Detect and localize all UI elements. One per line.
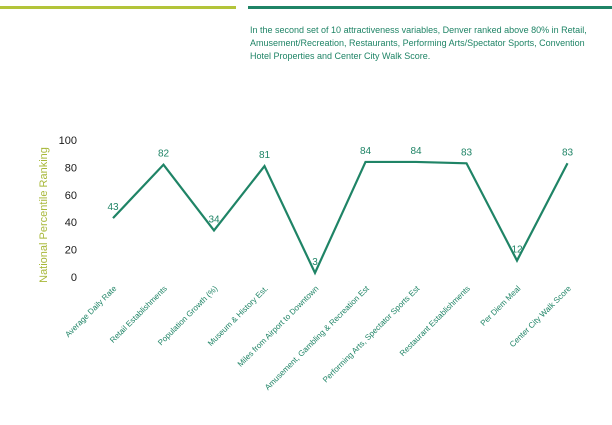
y-tick-label: 40: [65, 217, 77, 229]
data-label: 12: [511, 245, 523, 256]
x-tick-label: Average Daily Rate: [63, 284, 118, 339]
y-tick-labels: 0 20 40 60 80 100: [59, 135, 77, 284]
y-tick-label: 100: [59, 135, 77, 147]
y-tick-label: 0: [71, 272, 77, 284]
x-tick-label: Miles from Airport to Downtown: [236, 284, 321, 369]
data-label: 3: [312, 257, 318, 268]
x-tick-label: Performing Arts, Spectator Sports Est: [321, 284, 422, 385]
header-rule-right: [248, 6, 612, 9]
data-label: 82: [158, 149, 170, 160]
header-rule-left: [0, 6, 236, 9]
y-tick-label: 60: [65, 190, 77, 202]
data-label: 83: [461, 147, 473, 158]
data-labels: 43 82 34 81 3 84 84 83 12 83: [107, 146, 573, 268]
y-tick-label: 20: [65, 245, 77, 257]
data-label: 84: [360, 146, 372, 157]
x-tick-label: Amusement, Gambling & Recreation Est: [263, 284, 371, 392]
summary-text: In the second set of 10 attractiveness v…: [250, 25, 587, 61]
data-label: 81: [259, 150, 271, 161]
data-label: 34: [208, 214, 220, 225]
data-label: 83: [562, 147, 574, 158]
x-tick-label: Per Diem Meal: [479, 284, 523, 328]
x-tick-label: Retail Establishments: [108, 284, 169, 345]
series-line: [112, 160, 569, 276]
data-label: 43: [107, 202, 119, 213]
y-tick-label: 80: [65, 162, 77, 174]
data-label: 84: [410, 146, 422, 157]
y-axis-label: National Percentile Ranking: [38, 147, 50, 283]
